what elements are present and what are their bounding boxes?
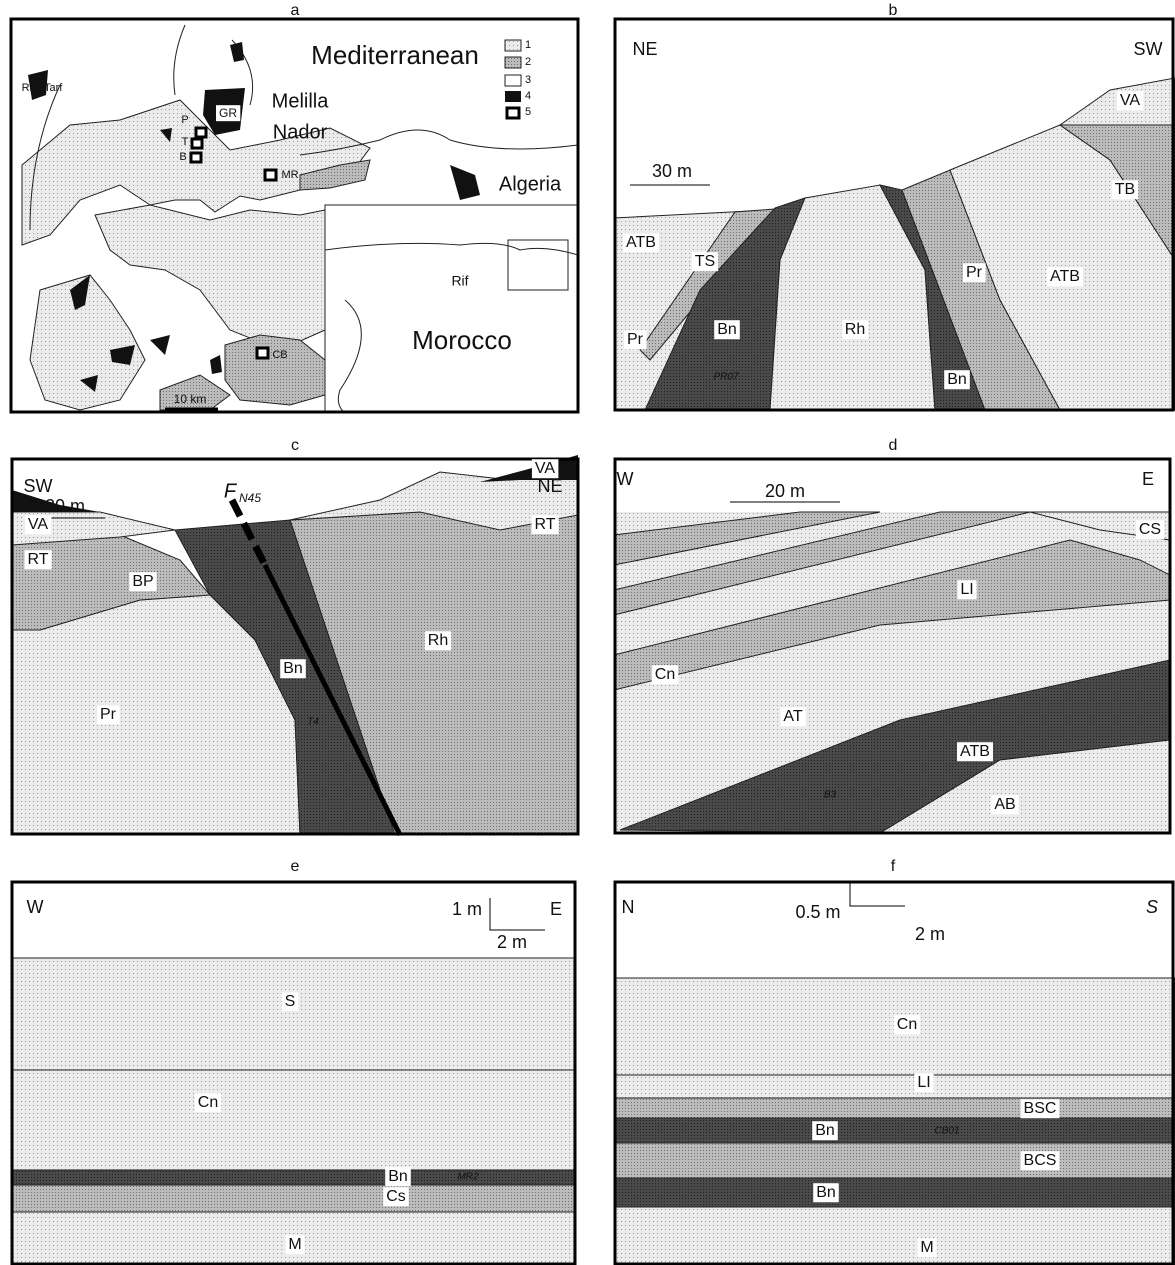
label: 4 bbox=[525, 90, 531, 102]
geology-drawings bbox=[11, 19, 1175, 1265]
label: 1 m bbox=[452, 899, 482, 919]
label: Algeria bbox=[499, 173, 562, 195]
label: Melilla bbox=[272, 90, 330, 112]
label: E bbox=[1142, 469, 1154, 489]
unit-label: Pr bbox=[966, 264, 983, 281]
label: F bbox=[224, 480, 238, 502]
section-c bbox=[12, 455, 578, 835]
label: T4 bbox=[307, 717, 319, 728]
unit-label: TB bbox=[1115, 181, 1135, 198]
unit-label: BSC bbox=[1024, 1100, 1057, 1117]
panel-letter: a bbox=[291, 2, 300, 19]
label: MR bbox=[281, 169, 298, 181]
unit-label: Bn bbox=[388, 1168, 408, 1185]
unit-label: TS bbox=[695, 253, 715, 270]
panel-letter: b bbox=[889, 2, 898, 19]
unit-label: LI bbox=[917, 1074, 930, 1091]
label: 0.5 m bbox=[795, 902, 840, 922]
label: NE bbox=[632, 39, 657, 59]
label: Morocco bbox=[412, 325, 512, 355]
label: 30 m bbox=[652, 161, 692, 181]
label: SW bbox=[24, 476, 53, 496]
label: B bbox=[179, 151, 186, 163]
label: S bbox=[1146, 897, 1158, 917]
label: Ras Tarf bbox=[22, 82, 64, 94]
unit-label: Rh bbox=[845, 321, 865, 338]
label: P bbox=[181, 114, 188, 126]
label: 20 m bbox=[45, 496, 85, 516]
unit-label: Cn bbox=[897, 1016, 917, 1033]
label: Nador bbox=[273, 121, 328, 143]
unit-label: Bn bbox=[717, 321, 737, 338]
label: N bbox=[622, 897, 635, 917]
unit-label: Bn bbox=[283, 660, 303, 677]
label: W bbox=[27, 897, 44, 917]
label: CB01 bbox=[934, 1126, 959, 1137]
label: Rif bbox=[451, 273, 468, 289]
unit-label: Bn bbox=[816, 1184, 836, 1201]
section-e bbox=[12, 898, 575, 1265]
panel-letter: e bbox=[291, 858, 300, 875]
unit-label: Bn bbox=[815, 1122, 835, 1139]
unit-label: AT bbox=[783, 708, 802, 725]
section-b bbox=[614, 78, 1175, 410]
panel-letter: f bbox=[891, 858, 896, 875]
unit-label: VA bbox=[1120, 92, 1140, 109]
label: CB bbox=[272, 349, 287, 361]
unit-label: BP bbox=[132, 573, 153, 590]
label: NE bbox=[537, 476, 562, 496]
label: MR2 bbox=[457, 1172, 479, 1183]
unit-label: RT bbox=[534, 516, 555, 533]
label: 3 bbox=[525, 74, 531, 86]
section-f bbox=[614, 883, 1175, 1265]
label: PR07 bbox=[713, 372, 738, 383]
label: 1 bbox=[525, 39, 531, 51]
label: Mediterranean bbox=[311, 40, 479, 70]
unit-label: Bn bbox=[947, 371, 967, 388]
label: SW bbox=[1134, 39, 1163, 59]
unit-label: M bbox=[288, 1236, 301, 1253]
unit-label: S bbox=[285, 993, 296, 1010]
label: W bbox=[617, 469, 634, 489]
unit-label: CS bbox=[1139, 521, 1161, 538]
unit-label: Rh bbox=[428, 632, 448, 649]
unit-label: Pr bbox=[627, 331, 644, 348]
label: B3 bbox=[824, 790, 837, 801]
unit-label: BCS bbox=[1024, 1152, 1057, 1169]
unit-label: AB bbox=[994, 796, 1015, 813]
unit-label: VA bbox=[535, 460, 555, 477]
unit-label: Cn bbox=[198, 1094, 218, 1111]
label: E bbox=[550, 899, 562, 919]
unit-label: LI bbox=[960, 581, 973, 598]
unit-label: ATB bbox=[1050, 268, 1080, 285]
label: 5 bbox=[525, 106, 531, 118]
section-d bbox=[614, 502, 1170, 833]
label: 10 km bbox=[174, 392, 207, 406]
unit-label: ATB bbox=[626, 234, 656, 251]
label: 20 m bbox=[765, 481, 805, 501]
label: 2 m bbox=[915, 924, 945, 944]
panel-letter: c bbox=[291, 437, 299, 454]
label: T bbox=[182, 136, 189, 148]
unit-label: GR bbox=[219, 106, 237, 120]
unit-label: Cn bbox=[655, 666, 675, 683]
panel-letter: d bbox=[889, 437, 898, 454]
label: 2 m bbox=[497, 932, 527, 952]
label: 2 bbox=[525, 56, 531, 68]
unit-label: VA bbox=[28, 516, 48, 533]
unit-label: Pr bbox=[100, 706, 117, 723]
figure: a Mediterranean Melilla Nador Algeria Rif Moro… bbox=[0, 0, 1175, 1265]
label: N45 bbox=[239, 491, 261, 505]
unit-label: Cs bbox=[386, 1188, 406, 1205]
unit-label: ATB bbox=[960, 743, 990, 760]
unit-label: M bbox=[920, 1239, 933, 1256]
unit-label: RT bbox=[27, 551, 48, 568]
